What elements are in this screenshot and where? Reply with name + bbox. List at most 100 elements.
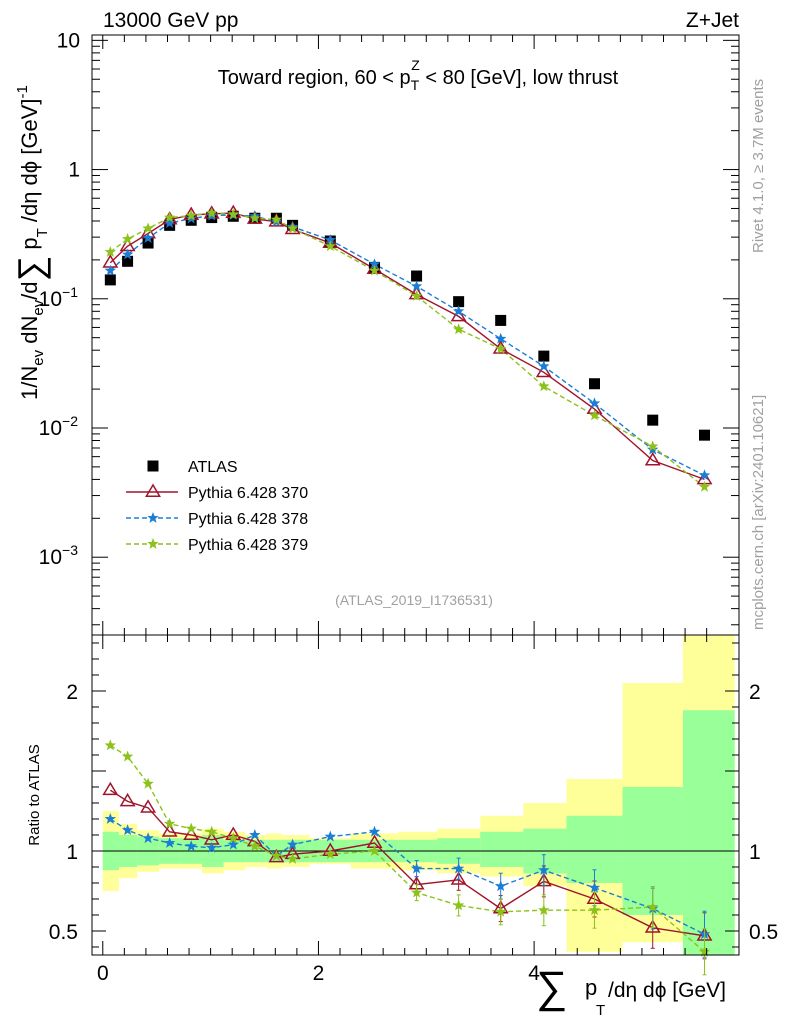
ratio-point-pythia-6-428-378 — [588, 881, 601, 893]
ratio-point-pythia-6-428-379 — [538, 904, 550, 916]
ratio-point-pythia-6-428-370 — [161, 823, 178, 837]
main-point-pythia-6-428-379 — [185, 209, 197, 221]
ratio-point-pythia-6-428-370 — [183, 826, 200, 840]
main-point-pythia-6-428-378 — [104, 264, 116, 276]
ratio-point-pythia-6-428-378 — [163, 837, 176, 848]
ratio-point-pythia-6-428-378 — [185, 840, 197, 852]
main-point-pythia-6-428-379 — [227, 208, 239, 220]
ratio-point-pythia-6-428-379 — [185, 822, 197, 834]
ratio-point-pythia-6-428-379 — [368, 845, 381, 856]
ratio-point-pythia-6-428-379 — [227, 832, 239, 844]
main-line-pythia-6-428-370 — [109, 212, 705, 481]
main-point-pythia-6-428-378 — [410, 280, 423, 292]
ratio-point-pythia-6-428-378 — [206, 841, 218, 853]
ratio-point-pythia-6-428-379 — [698, 945, 711, 957]
ratio-y-tick-label: 2 — [66, 681, 78, 704]
main-point-pythia-6-428-379 — [121, 233, 134, 244]
ratio-point-pythia-6-428-379 — [270, 849, 283, 861]
ratio-point-pythia-6-428-378 — [452, 862, 465, 874]
ratio-point-pythia-6-428-378 — [324, 830, 336, 842]
main-point-pythia-6-428-379 — [249, 212, 261, 224]
legend-label: Pythia 6.428 379 — [188, 537, 308, 554]
main-point-atlas — [411, 270, 423, 282]
svg-text:/dη dϕ [GeV]: /dη dϕ [GeV] — [608, 979, 726, 1002]
main-point-pythia-6-428-370 — [450, 307, 467, 322]
main-plot-axes: 10 1 10−1 10−2 10−3 — [39, 29, 739, 635]
plot-title: Toward region, 60 < pTZ < 80 [GeV], low … — [218, 57, 619, 93]
main-point-pythia-6-428-379 — [286, 222, 299, 234]
legend-marker — [145, 483, 161, 497]
main-point-atlas — [453, 296, 465, 308]
analysis-watermark: (ATLAS_2019_I1736531) — [335, 592, 493, 608]
main-point-pythia-6-428-378 — [538, 360, 550, 372]
ratio-plot-data — [92, 635, 739, 976]
main-point-pythia-6-428-370 — [644, 452, 661, 466]
main-point-pythia-6-428-379 — [163, 211, 176, 223]
main-point-pythia-6-428-378 — [368, 258, 381, 270]
legend-label: Pythia 6.428 378 — [188, 511, 308, 528]
main-line-pythia-6-428-379 — [109, 212, 705, 488]
legend-label: Pythia 6.428 370 — [188, 485, 308, 502]
main-point-atlas — [122, 255, 134, 267]
main-point-atlas — [698, 429, 710, 441]
main-point-pythia-6-428-378 — [163, 217, 176, 228]
ratio-point-pythia-6-428-378 — [495, 880, 507, 892]
legend-marker — [147, 460, 159, 472]
ratio-point-pythia-6-428-379 — [324, 848, 336, 860]
ratio-point-pythia-6-428-378 — [538, 864, 550, 876]
main-point-atlas — [104, 274, 116, 286]
ratio-point-pythia-6-428-370 — [450, 871, 467, 885]
ratio-point-pythia-6-428-379 — [104, 739, 116, 751]
ratio-y-tick-label-right: 2 — [749, 681, 761, 704]
ratio-x-tick-label: 4 — [528, 962, 540, 985]
main-point-atlas — [647, 414, 659, 426]
ratio-point-pythia-6-428-378 — [121, 824, 134, 836]
main-point-pythia-6-428-378 — [495, 332, 507, 344]
ratio-point-pythia-6-428-379 — [452, 899, 465, 911]
main-point-pythia-6-428-378 — [588, 397, 601, 409]
main-y-tick-label: 10−2 — [39, 413, 79, 440]
main-point-pythia-6-428-378 — [121, 248, 134, 260]
ratio-band-inner — [480, 831, 524, 867]
ratio-point-pythia-6-428-378 — [368, 825, 381, 837]
ratio-plot-panel: 2 2 1 1 0.5 0.5 0 2 4 Ratio to ATLAS ∑ p T /dη d… — [26, 634, 778, 1019]
ratio-plot-frame — [91, 634, 740, 956]
legend-label: ATLAS — [188, 459, 238, 476]
main-y-tick-label: 10−1 — [39, 284, 79, 311]
main-point-atlas — [538, 350, 550, 362]
main-point-atlas — [495, 314, 507, 326]
main-point-pythia-6-428-379 — [410, 290, 423, 301]
ratio-point-pythia-6-428-379 — [410, 886, 423, 898]
ratio-band-inner — [682, 710, 735, 955]
ratio-point-pythia-6-428-378 — [142, 832, 154, 844]
main-point-pythia-6-428-378 — [647, 443, 659, 455]
main-line-pythia-6-428-378 — [109, 214, 705, 477]
main-point-pythia-6-428-378 — [698, 469, 711, 481]
main-point-pythia-6-428-379 — [104, 246, 116, 257]
main-point-pythia-6-428-378 — [142, 232, 154, 243]
ratio-point-pythia-6-428-379 — [249, 840, 261, 852]
main-y-tick-label: 1 — [68, 159, 80, 182]
ratio-x-tick-label: 2 — [313, 962, 325, 985]
main-point-pythia-6-428-379 — [647, 440, 659, 452]
main-plot-panel: 10 1 10−1 10−2 10−3 Toward region, 60 < pTZ … — [10, 29, 740, 636]
ratio-point-pythia-6-428-378 — [410, 862, 423, 874]
svg-text:∑: ∑ — [536, 963, 567, 1012]
main-point-pythia-6-428-379 — [538, 380, 550, 392]
ratio-point-pythia-6-428-379 — [206, 825, 218, 837]
main-point-pythia-6-428-370 — [408, 285, 425, 300]
svg-text:p: p — [585, 975, 597, 1000]
main-y-tick-label: 10 — [57, 29, 80, 52]
ratio-point-pythia-6-428-379 — [495, 905, 507, 917]
ratio-point-pythia-6-428-379 — [163, 817, 176, 829]
ratio-point-pythia-6-428-370 — [119, 792, 136, 807]
svg-text:1/Nev dNev/d∑ pT /dη dϕ [GeV]: 1/Nev dNev/d∑ pT /dη dϕ [GeV]-1 — [10, 85, 51, 400]
svg-text:T: T — [596, 1002, 605, 1019]
ratio-y-tick-label-right: 0.5 — [749, 921, 778, 944]
mcplots-label: mcplots.cern.ch [arXiv:2401.10621] — [750, 395, 767, 630]
ratio-point-pythia-6-428-370 — [268, 848, 285, 863]
main-point-pythia-6-428-378 — [452, 305, 465, 317]
header-left: 13000 GeV pp — [103, 9, 238, 32]
ratio-point-pythia-6-428-378 — [249, 829, 261, 840]
